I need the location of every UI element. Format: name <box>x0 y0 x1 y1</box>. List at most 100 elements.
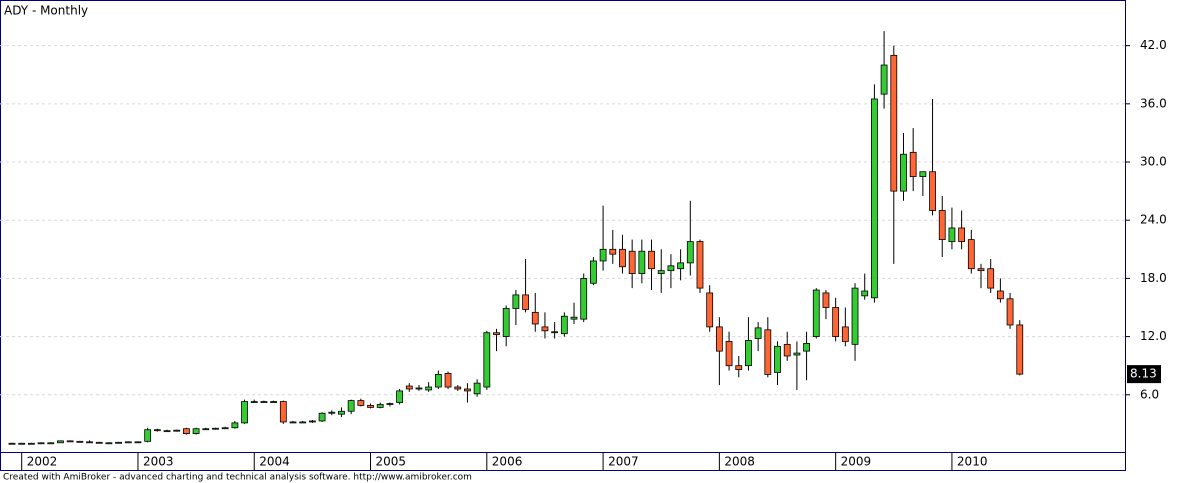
x-tick-label: 2004 <box>259 455 290 469</box>
x-tick-label: 2008 <box>724 455 755 469</box>
candle-body <box>648 250 655 270</box>
candle-body <box>66 440 74 443</box>
candle-body <box>415 387 423 390</box>
candle-body <box>318 412 326 422</box>
candle-body <box>929 171 936 211</box>
x-tick-label: 2009 <box>841 455 872 469</box>
candle-body <box>754 327 762 339</box>
candle-body <box>880 64 888 95</box>
candle-body <box>696 241 704 289</box>
candle-body <box>657 270 665 274</box>
candle-body <box>367 405 374 408</box>
candle-body <box>783 343 791 357</box>
candle-body <box>977 268 985 272</box>
candle-body <box>76 440 84 443</box>
plot-frame <box>0 0 1126 471</box>
y-tick-label: 24.0 <box>1140 213 1167 227</box>
candle-body <box>706 292 714 328</box>
y-tick-label: 42.0 <box>1140 38 1167 52</box>
candle-body <box>134 441 142 444</box>
candle-body <box>919 171 927 177</box>
candle-body <box>599 248 607 262</box>
candle-body <box>115 441 122 444</box>
candle-body <box>299 421 307 424</box>
candle-body <box>764 329 772 375</box>
candle-body <box>47 442 55 445</box>
x-tick-label: 2003 <box>143 455 174 469</box>
candle-body <box>192 428 200 434</box>
candle-body <box>987 268 995 289</box>
x-tick-label: 2007 <box>608 455 639 469</box>
candle-body <box>502 308 510 337</box>
candle-body <box>822 292 830 308</box>
candle-body <box>841 326 849 342</box>
candle-body <box>8 442 16 445</box>
candle-body <box>628 250 636 274</box>
last-value-label: 8.13 <box>1130 367 1157 381</box>
y-tick-label: 18.0 <box>1140 271 1167 285</box>
candle-body <box>735 365 743 370</box>
x-tick-label: 2005 <box>376 455 407 469</box>
candle-body <box>124 441 132 444</box>
candle-body <box>221 427 229 430</box>
x-tick-label: 2010 <box>957 455 988 469</box>
candle-body <box>163 430 171 433</box>
candle-body <box>1016 324 1024 375</box>
candle-body <box>590 260 597 284</box>
candle-body <box>405 385 413 390</box>
chart-title: ADY - Monthly <box>4 4 88 18</box>
candle-body <box>444 373 452 388</box>
candle-body <box>667 265 675 272</box>
candle-body <box>551 331 559 334</box>
candle-body <box>212 427 219 430</box>
candle-body <box>386 403 394 405</box>
candle-body <box>260 401 268 403</box>
candle-body <box>86 441 93 444</box>
candle-body <box>890 54 898 192</box>
candle-body <box>483 332 491 388</box>
candle-body <box>715 326 723 352</box>
y-tick-label: 36.0 <box>1140 96 1167 110</box>
candle-body <box>454 386 462 390</box>
candle-body <box>861 290 869 297</box>
y-tick-label: 6.0 <box>1140 387 1159 401</box>
candle-body <box>938 210 946 241</box>
candle-body <box>1006 298 1014 326</box>
candle-body <box>677 262 685 270</box>
candle-body <box>396 390 404 403</box>
candle-body <box>241 401 248 424</box>
candle-body <box>619 248 626 268</box>
y-tick-label: 30.0 <box>1140 155 1167 169</box>
candle-body <box>144 429 152 442</box>
candle-body <box>328 411 336 414</box>
candle-body <box>289 421 297 424</box>
candle-body <box>541 326 549 332</box>
candle-body <box>434 374 442 388</box>
candle-body <box>57 440 64 444</box>
candle-body <box>270 401 278 403</box>
candle-body <box>183 428 190 434</box>
candle-body <box>95 441 103 444</box>
candle-body <box>425 386 433 391</box>
candle-body <box>338 410 345 415</box>
candle-body <box>871 98 878 299</box>
candle-body <box>745 340 752 367</box>
last-value-box <box>1127 365 1161 384</box>
candle-body <box>900 153 907 192</box>
candle-body <box>531 311 539 325</box>
candle-body <box>560 315 568 335</box>
candle-body <box>958 227 966 242</box>
candle-body <box>308 420 316 423</box>
candle-body <box>851 287 859 345</box>
candle-body <box>580 278 588 320</box>
candle-body <box>638 250 646 274</box>
candle-body <box>279 401 287 423</box>
candle-body <box>202 428 210 431</box>
candle-body <box>250 401 258 403</box>
candle-body <box>173 429 181 432</box>
candle-body <box>686 241 694 264</box>
footer-note: Created with AmiBroker - advanced charti… <box>3 473 472 483</box>
candle-body <box>18 442 26 445</box>
candle-body <box>996 290 1004 300</box>
